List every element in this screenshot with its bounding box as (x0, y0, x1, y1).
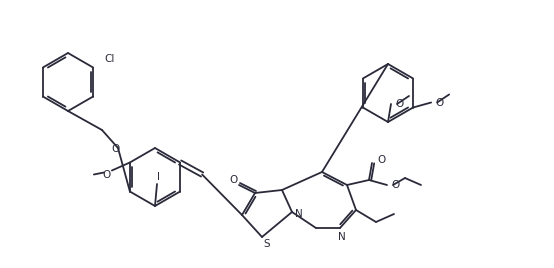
Text: S: S (264, 239, 270, 249)
Text: O: O (395, 99, 403, 109)
Text: O: O (102, 169, 111, 180)
Text: I: I (156, 172, 160, 182)
Text: N: N (338, 232, 346, 242)
Text: O: O (391, 180, 399, 190)
Text: O: O (435, 98, 443, 107)
Text: O: O (377, 155, 385, 165)
Text: Cl: Cl (105, 54, 115, 65)
Text: O: O (230, 175, 238, 185)
Text: N: N (295, 209, 303, 219)
Text: O: O (111, 144, 119, 154)
